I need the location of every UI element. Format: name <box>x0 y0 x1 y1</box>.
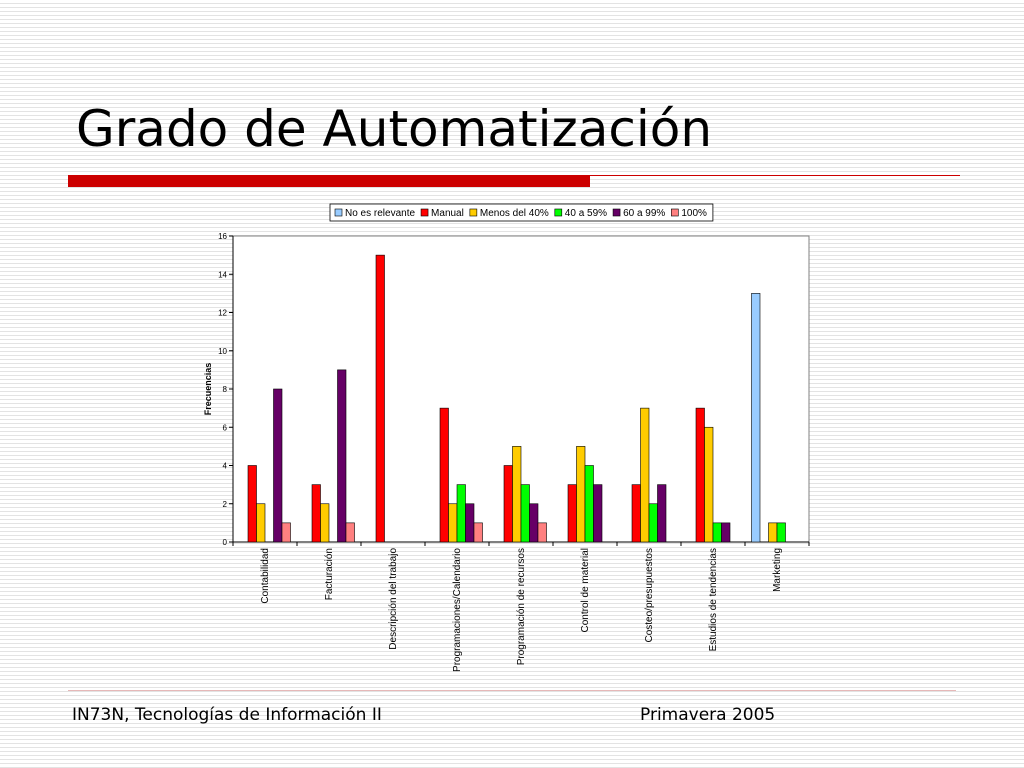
bar <box>375 254 385 543</box>
title-underline-bar <box>68 175 590 187</box>
legend-swatch <box>671 208 679 217</box>
footer-course: IN73N, Tecnologías de Información II <box>72 705 382 725</box>
bar <box>584 465 594 543</box>
y-tick-label: 4 <box>223 462 228 471</box>
bar <box>721 522 731 543</box>
legend-label: 60 a 99% <box>623 208 665 219</box>
legend-label: Menos del 40% <box>480 208 549 219</box>
bar <box>512 446 522 543</box>
x-category-label: Contabilidad <box>260 548 271 604</box>
legend-swatch <box>612 208 621 217</box>
bar <box>751 293 761 543</box>
footer-term: Primavera 2005 <box>640 705 776 725</box>
legend-swatch <box>554 208 563 217</box>
slide-title: Grado de Automatización <box>76 100 713 158</box>
bar <box>337 369 347 543</box>
bar <box>247 465 257 543</box>
y-tick-label: 16 <box>218 232 227 241</box>
x-category-label: Facturación <box>324 548 335 600</box>
x-category-label: Costeo/presupuestos <box>644 548 655 643</box>
bar <box>345 522 355 543</box>
bar <box>640 407 650 543</box>
bar <box>448 503 458 543</box>
y-tick-label: 8 <box>223 385 228 394</box>
legend-swatch <box>469 208 478 217</box>
x-category-label: Programación de recursos <box>516 548 527 665</box>
y-tick-label: 0 <box>223 538 228 547</box>
x-category-label: Control de material <box>580 548 591 632</box>
bar <box>281 522 291 543</box>
legend-label: Manual <box>431 208 464 219</box>
bar <box>320 503 330 543</box>
bar <box>648 503 658 543</box>
bar <box>631 484 641 543</box>
x-category-label: Programaciones/Calendario <box>452 548 463 672</box>
bar <box>576 446 586 543</box>
legend-box <box>329 203 714 222</box>
footer-divider <box>68 690 956 691</box>
x-category-label: Estudios de tendencias <box>708 548 719 651</box>
bar <box>473 522 483 543</box>
y-tick-label: 14 <box>218 270 227 279</box>
bar <box>273 388 283 543</box>
bar <box>439 407 449 543</box>
bar <box>593 484 603 543</box>
y-tick-label: 2 <box>223 500 228 509</box>
x-category-label: Marketing <box>772 548 783 592</box>
y-tick-label: 10 <box>218 347 227 356</box>
bar <box>695 407 705 543</box>
bar <box>768 522 778 543</box>
bar <box>776 522 786 543</box>
legend-label: 40 a 59% <box>565 208 607 219</box>
title-underline-line <box>590 175 960 176</box>
y-axis-title: Frecuencias <box>203 363 213 416</box>
bar <box>311 484 321 543</box>
bar <box>712 522 722 543</box>
bar <box>567 484 577 543</box>
bar <box>256 503 266 543</box>
legend-swatch <box>334 208 343 217</box>
bar <box>704 426 714 543</box>
y-tick-label: 6 <box>223 423 228 432</box>
legend-label: No es relevante <box>345 208 415 219</box>
bar <box>537 522 547 543</box>
bar <box>520 484 530 543</box>
bar <box>465 503 475 543</box>
legend-label: 100% <box>681 208 707 219</box>
bar <box>503 465 513 543</box>
bar <box>456 484 466 543</box>
y-tick-label: 12 <box>218 309 227 318</box>
bar <box>657 484 667 543</box>
legend-swatch <box>420 208 429 217</box>
x-category-label: Descripción del trabajo <box>388 548 399 650</box>
bar <box>529 503 539 543</box>
